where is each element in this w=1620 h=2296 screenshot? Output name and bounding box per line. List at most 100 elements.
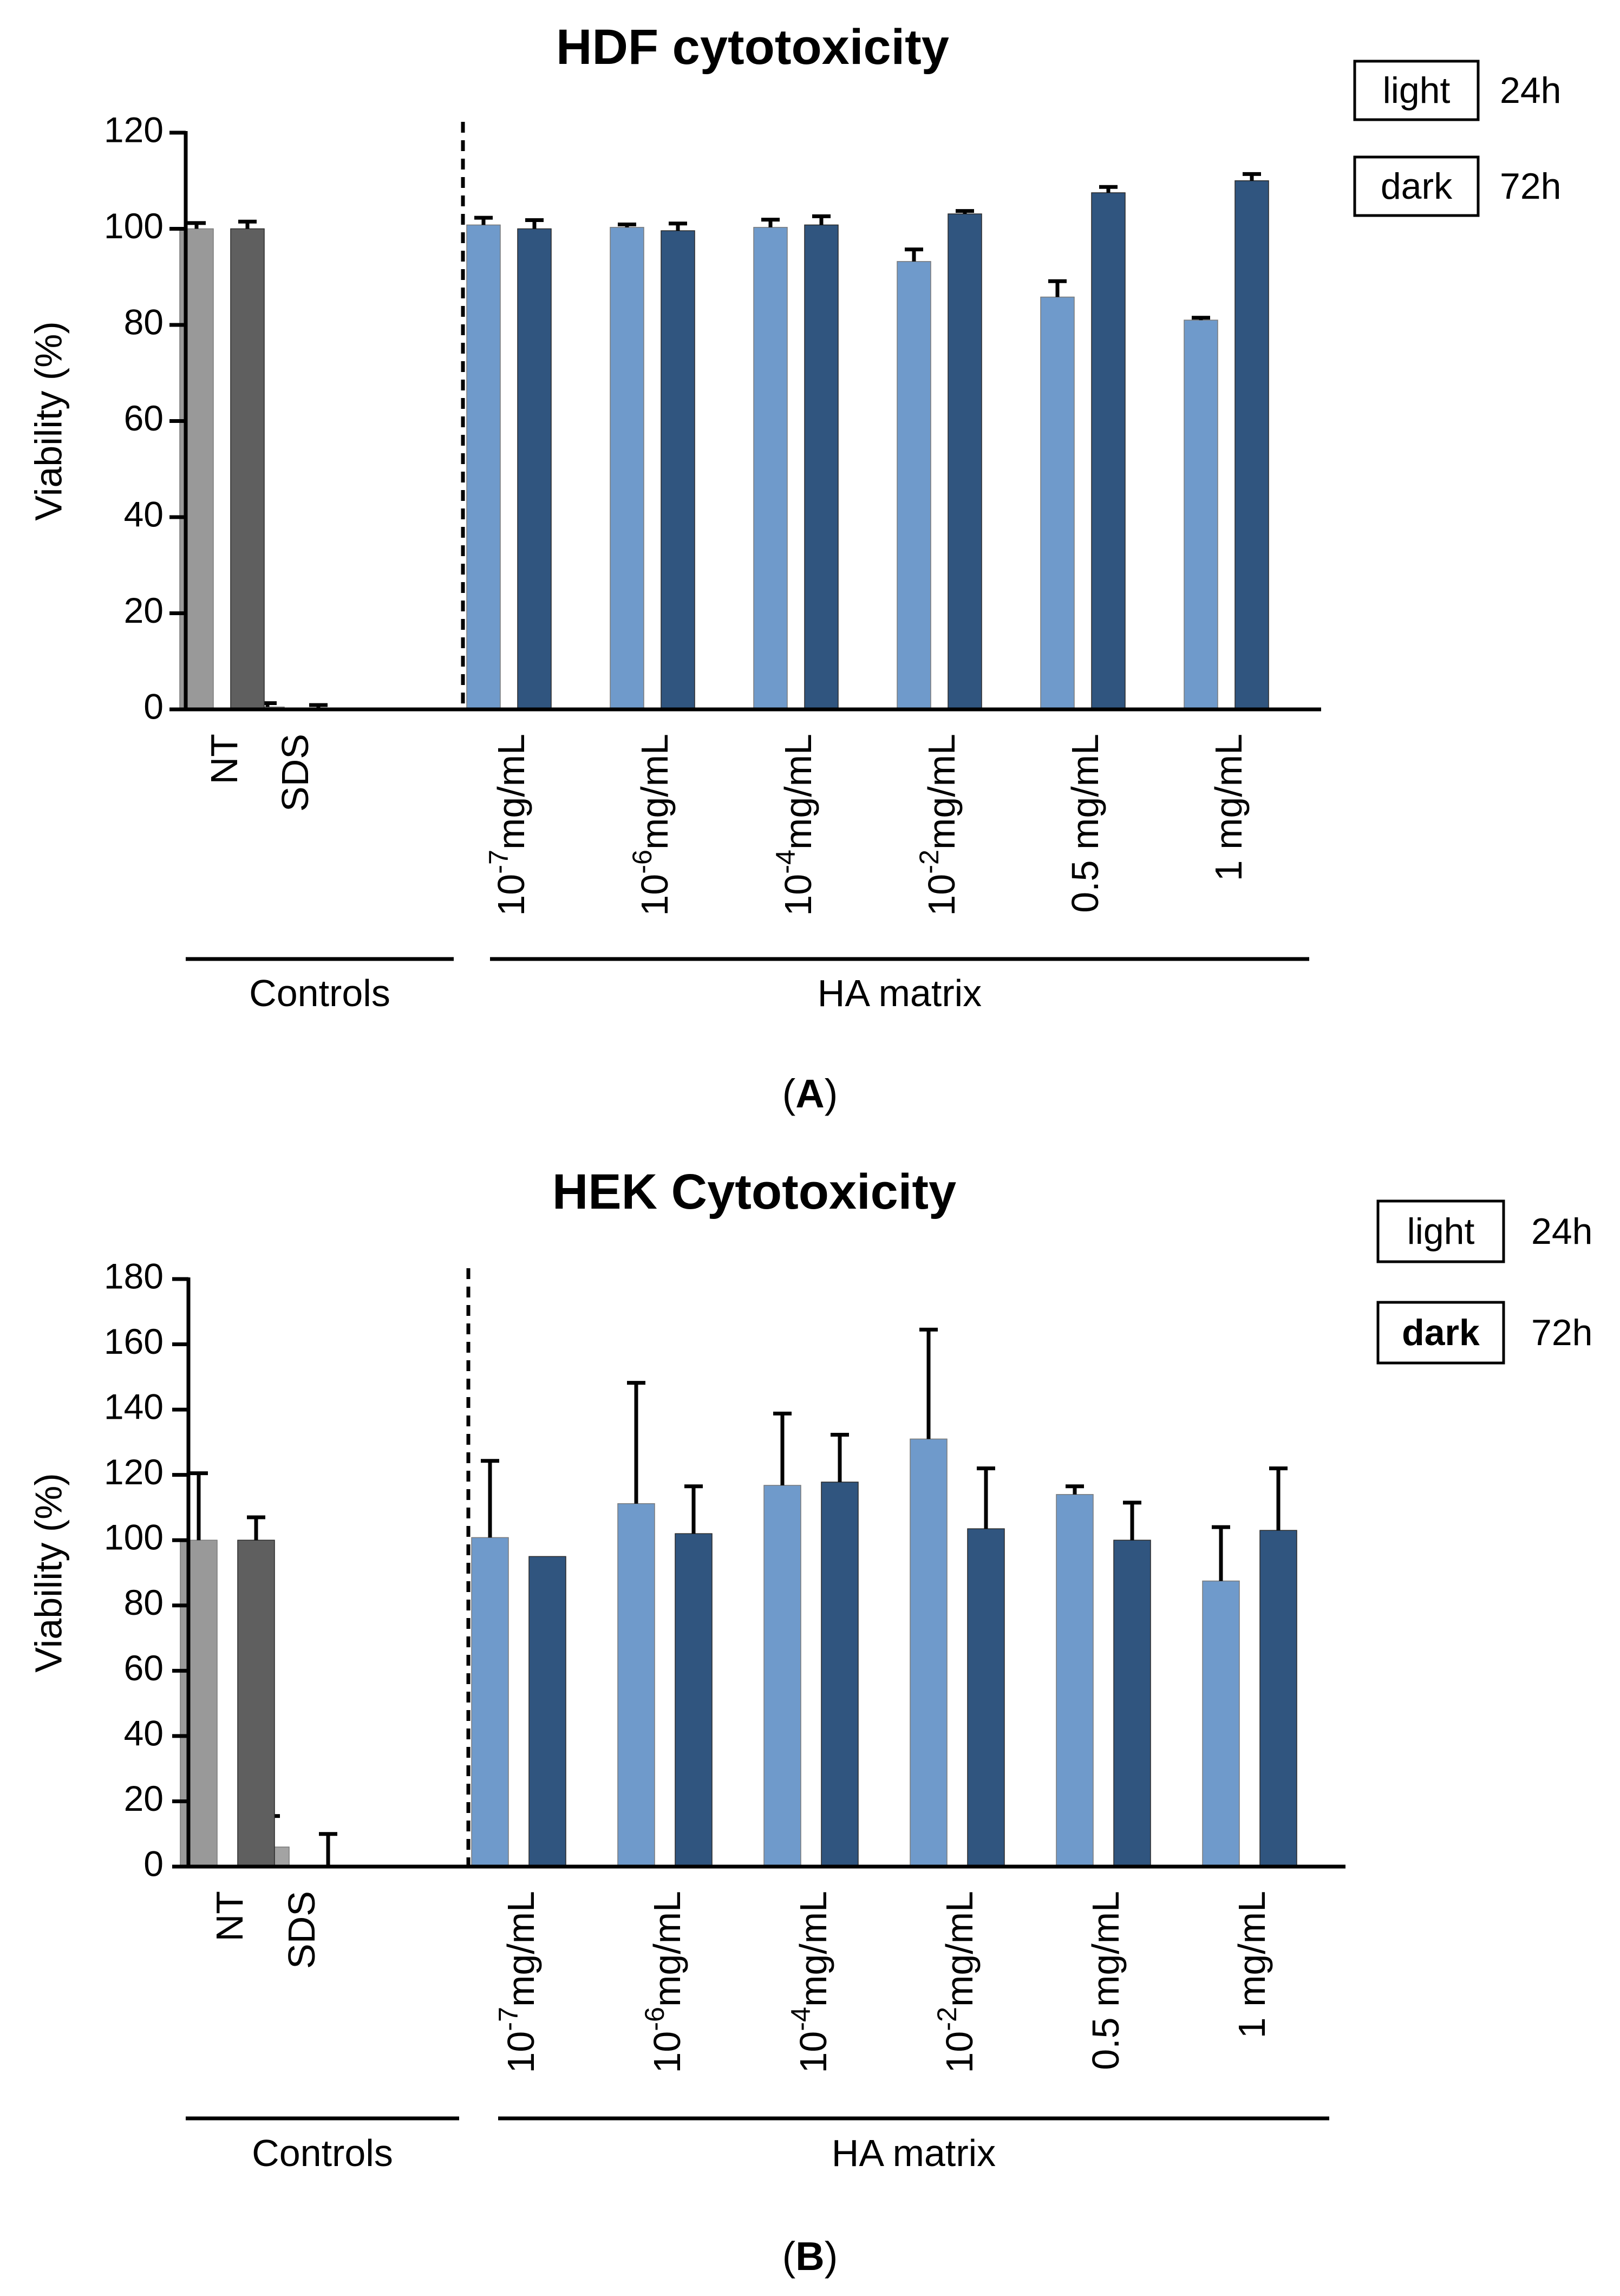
category-label: SDS xyxy=(280,1891,323,1969)
y-tick-label: 40 xyxy=(124,494,164,534)
y-tick-label: 60 xyxy=(124,1648,164,1688)
category-label-base: 10 xyxy=(633,874,676,916)
y-tick-label: 80 xyxy=(124,302,164,342)
category-label-base: SDS xyxy=(274,734,316,812)
category-label: 10-2mg/mL xyxy=(913,734,963,916)
bar-24h-5 xyxy=(910,1438,948,1867)
bar-24h-3 xyxy=(617,1503,655,1867)
y-tick-label: 140 xyxy=(104,1387,164,1427)
category-label-unit: mg/mL xyxy=(792,1891,834,2007)
legend-box-label: dark xyxy=(1381,166,1453,207)
panel-label-open: ( xyxy=(782,2234,796,2279)
bar-72h-5 xyxy=(948,213,982,710)
y-tick-label: 0 xyxy=(143,1843,164,1883)
category-label: 10-4mg/mL xyxy=(785,1891,834,2073)
category-label-exponent: -2 xyxy=(913,850,944,874)
category-label: NT xyxy=(208,1891,251,1941)
legend-swatch-box xyxy=(1376,1301,1505,1365)
category-label-unit: mg/mL xyxy=(646,1891,688,2007)
bar-72h-4 xyxy=(821,1482,859,1867)
legend-box-label: dark xyxy=(1402,1312,1480,1353)
bar-24h-2 xyxy=(471,1537,509,1867)
y-tick-label: 80 xyxy=(124,1582,164,1622)
bar-24h-3 xyxy=(610,227,644,710)
chart-panel-a: HDF cytotoxicity Viability (%) 0 20 40 60 80 10… xyxy=(27,19,1561,1116)
y-tick-label: 40 xyxy=(124,1713,164,1753)
bar-24h-7 xyxy=(1202,1580,1240,1867)
category-label-base: 10 xyxy=(920,874,963,916)
category-label-exponent: -4 xyxy=(785,2007,816,2031)
panel-label: (A) xyxy=(782,1071,838,1116)
category-label-base: 10 xyxy=(646,2031,688,2073)
bar-72h-6 xyxy=(1091,192,1126,710)
y-tick-label: 180 xyxy=(104,1256,164,1296)
bar-24h-5 xyxy=(897,261,931,710)
legend-series-label: 72h xyxy=(1531,1312,1592,1353)
bar-72h-2 xyxy=(517,228,552,710)
y-tick-label: 160 xyxy=(104,1321,164,1361)
category-label-base: 1 mg/mL xyxy=(1207,734,1250,881)
panel-label-letter: B xyxy=(795,2234,824,2279)
legend-series-label: 24h xyxy=(1500,70,1561,111)
category-label: 10-6mg/mL xyxy=(626,734,676,916)
category-label-unit: mg/mL xyxy=(777,734,819,850)
chart-title: HDF cytotoxicity xyxy=(556,19,949,75)
y-tick-label: 120 xyxy=(104,1452,164,1492)
group-label: Controls xyxy=(252,2132,393,2174)
category-label-unit: mg/mL xyxy=(938,1891,981,2007)
category-label: SDS xyxy=(274,734,316,812)
y-tick-label: 100 xyxy=(104,1517,164,1557)
bar-72h-4 xyxy=(804,224,839,710)
category-label: 10-2mg/mL xyxy=(931,1891,981,2073)
legend-swatch-box xyxy=(1376,1199,1505,1263)
category-label-exponent: -4 xyxy=(770,850,801,874)
category-label-base: NT xyxy=(203,734,245,784)
group-label: HA matrix xyxy=(818,972,982,1014)
panel-label-close: ) xyxy=(825,2234,838,2279)
legend-series-label: 24h xyxy=(1531,1211,1592,1252)
category-label-base: 10 xyxy=(777,874,819,916)
y-tick-label: 60 xyxy=(124,398,164,438)
bar-72h-3 xyxy=(661,230,695,710)
category-label: 1 mg/mL xyxy=(1231,1891,1273,2038)
category-label: 10-4mg/mL xyxy=(770,734,819,916)
category-label-unit: mg/mL xyxy=(633,734,676,850)
y-axis-label: Viability (%) xyxy=(27,321,69,520)
category-label: NT xyxy=(203,734,245,784)
panel-label-close: ) xyxy=(825,1071,838,1116)
category-label-unit: mg/mL xyxy=(500,1891,542,2007)
bar-72h-2 xyxy=(528,1556,566,1867)
bar-24h-6 xyxy=(1056,1494,1094,1867)
chart-panel-b: HEK Cytotoxicity Viability (%) 0 20 40 60 80 10… xyxy=(27,1164,1592,2279)
category-label-base: 10 xyxy=(490,874,532,916)
bar-72h-3 xyxy=(675,1533,713,1867)
category-label-exponent: -7 xyxy=(493,2007,524,2031)
legend-series-label: 72h xyxy=(1500,166,1561,207)
group-label: HA matrix xyxy=(832,2132,996,2174)
bar-72h-7 xyxy=(1234,180,1269,710)
legend-box-label: light xyxy=(1383,70,1451,111)
legend: light 24h dark 72h xyxy=(1353,60,1561,217)
panel-label-letter: A xyxy=(795,1071,824,1116)
category-label-exponent: -2 xyxy=(931,2007,962,2031)
category-label-base: 0.5 mg/mL xyxy=(1085,1891,1127,2070)
panel-label-open: ( xyxy=(782,1071,796,1116)
category-label-exponent: -7 xyxy=(483,850,514,874)
group-label: Controls xyxy=(249,972,390,1014)
panel-label: (B) xyxy=(782,2234,838,2279)
category-label-exponent: -6 xyxy=(639,2007,670,2031)
bar-24h-7 xyxy=(1184,319,1218,710)
bar-72h-5 xyxy=(967,1528,1005,1867)
y-tick-label: 20 xyxy=(124,1778,164,1818)
category-label-base: 10 xyxy=(938,2031,981,2073)
y-axis-label: Viability (%) xyxy=(27,1473,69,1672)
bar-72h-6 xyxy=(1113,1540,1151,1867)
category-label-base: 0.5 mg/mL xyxy=(1064,734,1106,913)
legend-swatch-box xyxy=(1353,155,1480,217)
category-label: 1 mg/mL xyxy=(1207,734,1250,881)
bar-72h-0 xyxy=(237,1540,275,1867)
bar-24h-4 xyxy=(753,227,788,710)
category-label-base: 10 xyxy=(792,2031,834,2073)
category-label-unit: mg/mL xyxy=(920,734,963,850)
